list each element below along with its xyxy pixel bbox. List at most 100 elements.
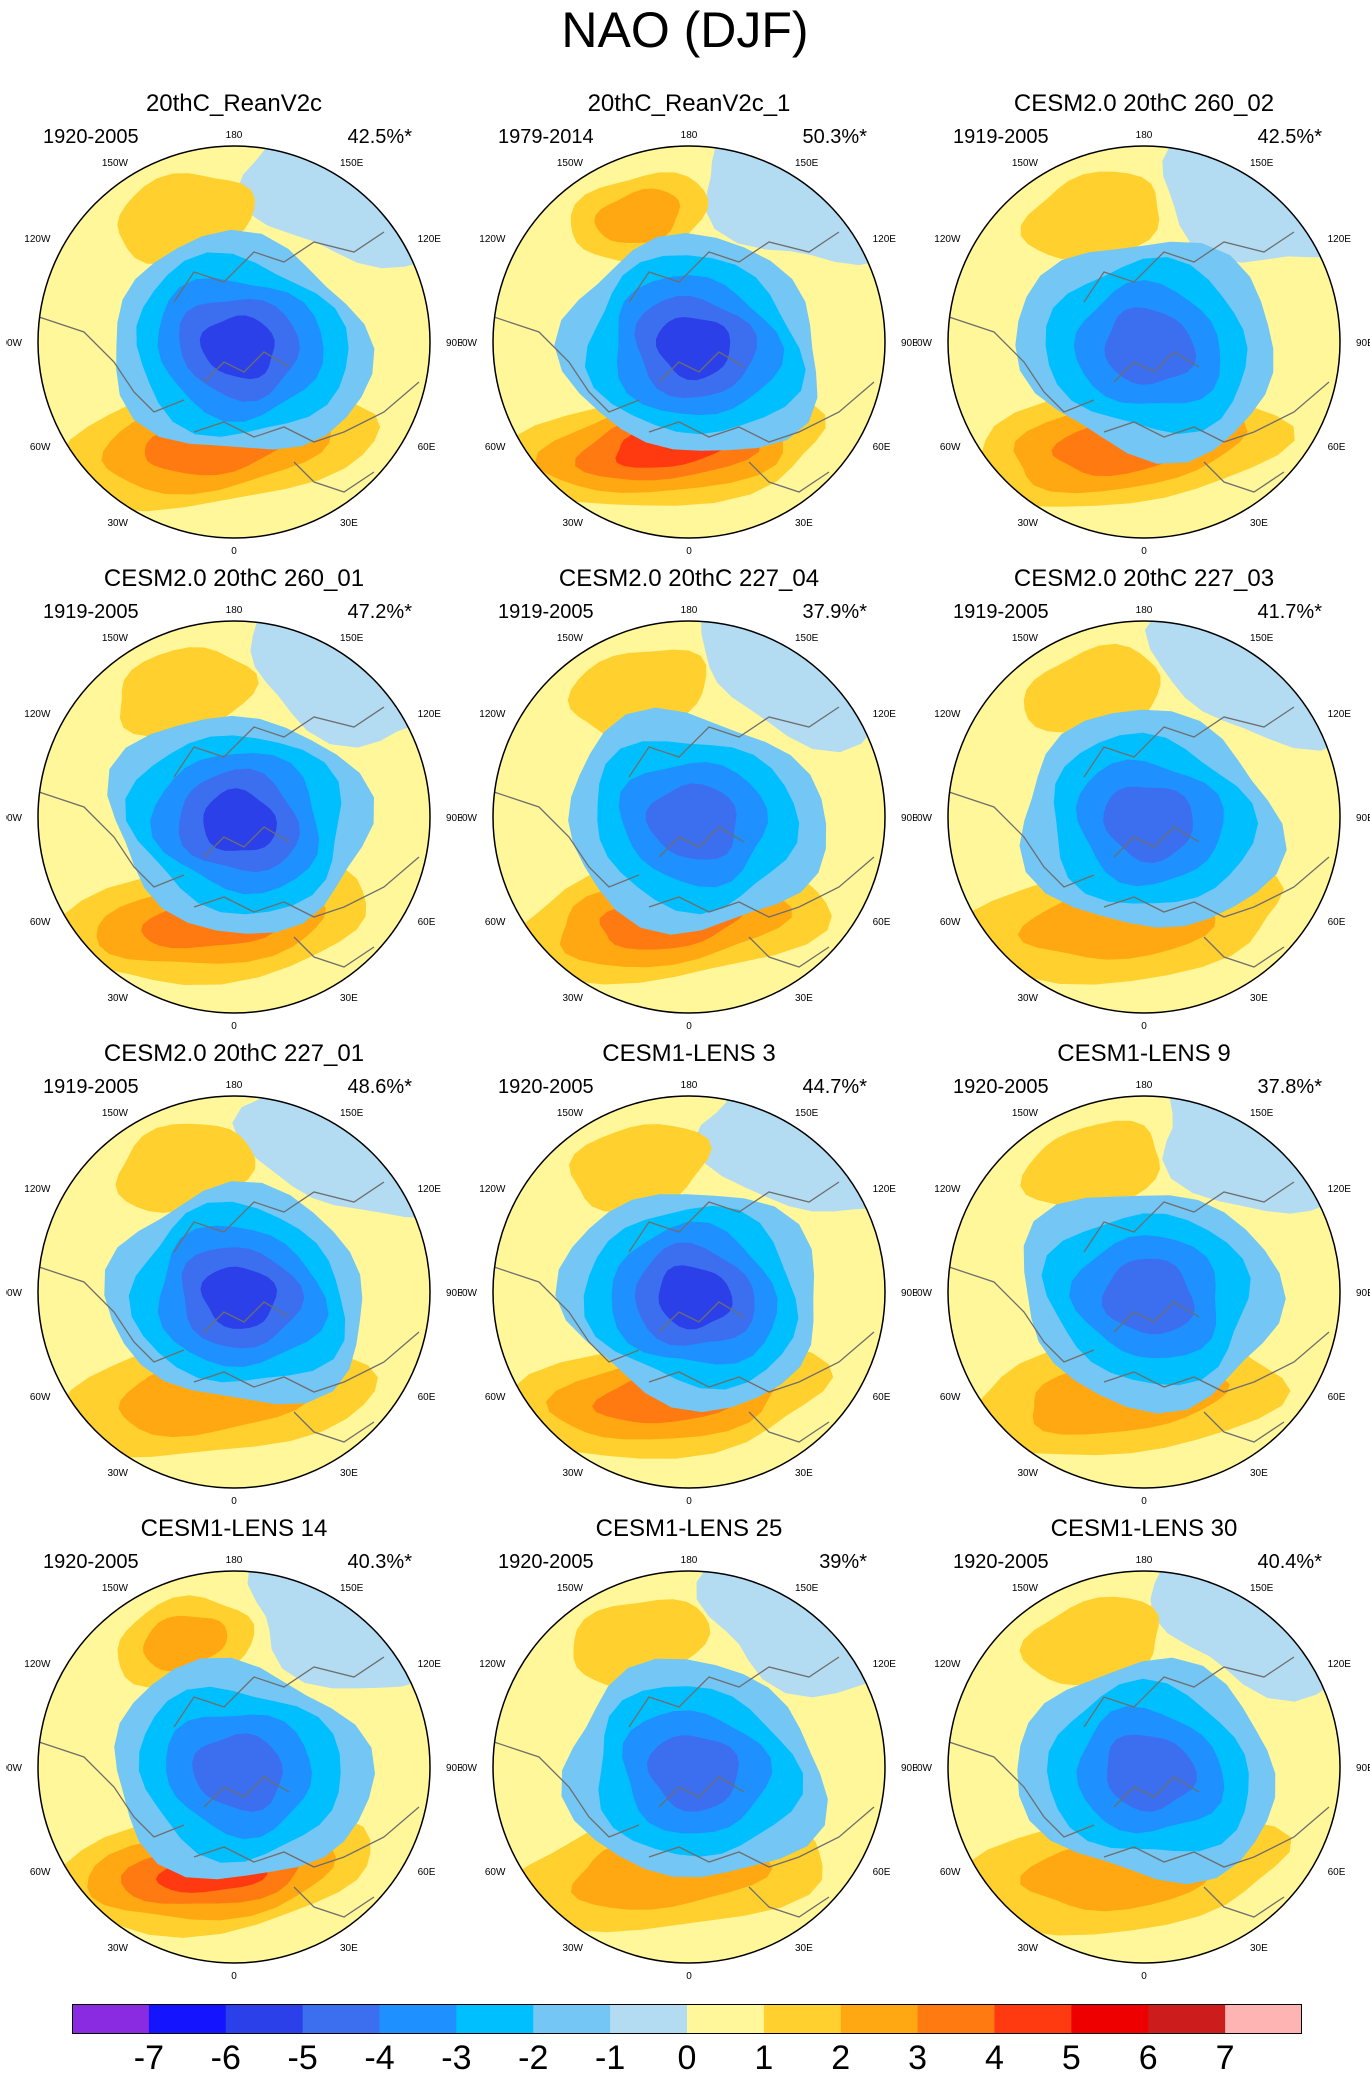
pacific-high-level-1 xyxy=(1023,643,1161,733)
pacific-high-level-1 xyxy=(1020,171,1160,261)
coastline xyxy=(1203,1886,1285,1918)
longitude-label: 30E xyxy=(795,1943,813,1954)
longitude-label: 150E xyxy=(340,1108,364,1119)
longitude-label: 120W xyxy=(934,709,961,720)
coastline xyxy=(648,1806,875,1868)
arctic-low-level--4 xyxy=(645,783,737,860)
pacific-high-level-1 xyxy=(569,1124,712,1213)
longitude-label: 60E xyxy=(873,917,891,928)
map-panel: CESM2.0 20thC 227_01 1919-2005 48.6%* 180 15… xyxy=(6,1040,462,1515)
coastline xyxy=(203,351,290,383)
longitude-label: 60W xyxy=(940,1867,961,1878)
colorbar-box xyxy=(1148,2004,1226,2034)
longitude-label: 0 xyxy=(231,546,237,557)
colorbar-label: 6 xyxy=(1138,2039,1158,2077)
coastline xyxy=(1103,856,1330,918)
longitude-label: 180 xyxy=(1136,1080,1153,1091)
colorbar-box xyxy=(225,2004,304,2034)
longitude-label: 120E xyxy=(873,709,897,720)
longitude-label: 30W xyxy=(562,1943,583,1954)
arctic-low-level--5 xyxy=(203,788,277,851)
panel-title: CESM1-LENS 3 xyxy=(602,1040,776,1067)
arctic-low-level--5 xyxy=(656,317,731,381)
coastline xyxy=(193,1806,420,1868)
panel-title: CESM2.0 20thC 227_04 xyxy=(558,565,820,592)
coastline xyxy=(628,231,840,303)
longitude-label: 120W xyxy=(479,1184,506,1195)
longitude-label: 30W xyxy=(107,1468,128,1479)
map-boundary xyxy=(37,145,431,539)
longitude-label: 90E xyxy=(901,338,917,349)
panel-period: 1919-2005 xyxy=(953,601,1049,623)
coastline xyxy=(203,1301,290,1333)
longitude-label: 30E xyxy=(795,1468,813,1479)
longitude-label: 30W xyxy=(1017,993,1038,1004)
colorbar-label: -7 xyxy=(133,2039,164,2077)
longitude-label: 60W xyxy=(940,1392,961,1403)
longitude-label: 120W xyxy=(934,234,961,245)
longitude-label: 150E xyxy=(340,158,364,169)
coastline xyxy=(748,461,830,493)
longitude-label: 180 xyxy=(1136,1555,1153,1566)
longitude-label: 30W xyxy=(107,993,128,1004)
coastline xyxy=(1203,461,1285,493)
colorbar-box xyxy=(1071,2004,1149,2034)
coastline xyxy=(1083,231,1295,303)
longitude-label: 150E xyxy=(1250,1583,1274,1594)
coastline xyxy=(658,826,745,858)
coastline xyxy=(493,791,640,888)
longitude-label: 180 xyxy=(226,605,243,616)
panel-title: CESM1-LENS 25 xyxy=(595,1515,783,1542)
longitude-label: 150E xyxy=(1250,158,1274,169)
longitude-label: 0 xyxy=(231,1021,237,1032)
coastline xyxy=(748,1886,830,1918)
longitude-label: 120E xyxy=(1328,1659,1352,1670)
longitude-label: 60E xyxy=(873,1392,891,1403)
longitude-label: 120E xyxy=(873,1659,897,1670)
coastline xyxy=(38,791,185,888)
panel-variance: 40.3%* xyxy=(347,1551,413,1573)
longitude-label: 90E xyxy=(901,1288,917,1299)
longitude-label: 90W xyxy=(461,338,478,349)
longitude-label: 30W xyxy=(1017,1943,1038,1954)
longitude-label: 150E xyxy=(795,1583,819,1594)
coastline xyxy=(1103,1331,1330,1393)
longitude-label: 30E xyxy=(1250,1943,1268,1954)
panel-variance: 48.6%* xyxy=(347,1076,413,1098)
longitude-label: 90W xyxy=(461,1288,478,1299)
coastline xyxy=(1083,1181,1295,1253)
panel-period: 1920-2005 xyxy=(953,1551,1049,1573)
panel-variance: 37.8%* xyxy=(1257,1076,1323,1098)
longitude-label: 150E xyxy=(795,158,819,169)
longitude-label: 90E xyxy=(446,1288,462,1299)
longitude-label: 60E xyxy=(418,917,436,928)
longitude-label: 30W xyxy=(1017,1468,1038,1479)
longitude-label: 30E xyxy=(340,1468,358,1479)
coastline xyxy=(658,1301,745,1333)
longitude-label: 120W xyxy=(934,1659,961,1670)
colorbar-label: -6 xyxy=(210,2039,241,2077)
panel-variance: 44.7%* xyxy=(802,1076,868,1098)
longitude-label: 120W xyxy=(479,709,506,720)
coastline xyxy=(628,1656,840,1728)
longitude-label: 150E xyxy=(1250,1108,1274,1119)
coastline xyxy=(193,856,420,918)
map-panel: CESM1-LENS 25 1920-2005 39%* 180 150E 120E 90E… xyxy=(461,1515,917,1990)
coastline xyxy=(293,936,375,968)
longitude-label: 180 xyxy=(1136,130,1153,141)
colorbar-box xyxy=(456,2004,534,2034)
coastline xyxy=(1203,936,1285,968)
longitude-label: 180 xyxy=(681,130,698,141)
longitude-label: 90W xyxy=(6,813,23,824)
colorbar-label: 7 xyxy=(1215,2039,1235,2077)
map-panel: 20thC_ReanV2c 1920-2005 42.5%* 180 150E 120E 9… xyxy=(6,90,462,565)
longitude-label: 150W xyxy=(1012,158,1039,169)
longitude-label: 30W xyxy=(562,993,583,1004)
coastline xyxy=(628,1181,840,1253)
arctic-low-level--4 xyxy=(647,1735,739,1812)
longitude-label: 60W xyxy=(485,1867,506,1878)
longitude-label: 30E xyxy=(340,993,358,1004)
map-boundary xyxy=(37,1570,431,1964)
polar-map: 180 150E 120E 90E 60E 30E 0 30W 60W 90W 120W 150W xyxy=(916,1555,1370,1982)
longitude-label: 30E xyxy=(795,993,813,1004)
